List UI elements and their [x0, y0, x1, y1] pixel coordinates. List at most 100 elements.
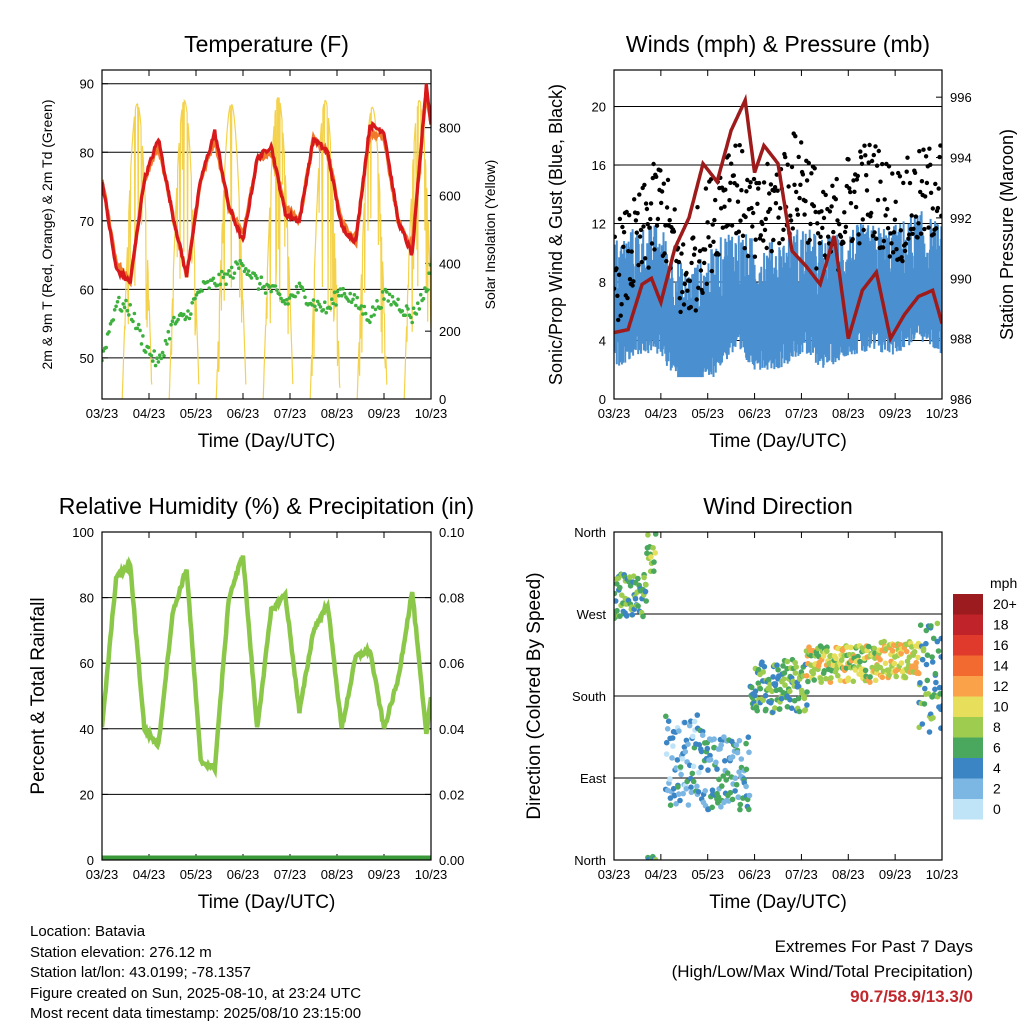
dewpoint-point — [122, 305, 127, 310]
dewpoint-point — [146, 345, 151, 350]
direction-point — [663, 713, 669, 720]
direction-point — [932, 670, 939, 677]
dewpoint-point — [334, 303, 338, 307]
gust-point — [676, 259, 682, 265]
dewpoint-point — [368, 320, 372, 325]
x-tick-label: 10/23 — [926, 867, 959, 882]
direction-point — [688, 784, 694, 790]
direction-point — [767, 681, 773, 688]
direction-point — [650, 545, 656, 551]
direction-point — [667, 795, 674, 801]
direction-point — [796, 708, 803, 715]
gust-point — [796, 154, 801, 160]
gust-point — [863, 153, 868, 158]
gust-point — [616, 317, 621, 323]
gust-point — [700, 290, 705, 295]
gust-point — [777, 241, 782, 246]
gust-point — [856, 232, 861, 237]
direction-point — [737, 801, 744, 808]
gust-point — [814, 266, 819, 271]
direction-point — [934, 638, 941, 645]
y-tick-label: 0 — [87, 853, 94, 868]
dewpoint-point — [287, 296, 292, 300]
gust-point — [765, 161, 770, 167]
gust-point — [915, 235, 920, 240]
direction-point — [630, 573, 637, 579]
direction-point — [923, 627, 930, 634]
y-tick-label: 8 — [599, 275, 606, 290]
gust-point — [894, 247, 899, 252]
direction-point — [938, 654, 942, 660]
direction-point — [889, 647, 896, 654]
dewpoint-point — [338, 287, 343, 291]
dewpoint-point — [170, 319, 175, 324]
direction-point — [677, 764, 684, 770]
gust-point — [627, 213, 632, 218]
gust-point — [792, 182, 797, 187]
direction-point — [886, 667, 892, 673]
direction-point — [719, 783, 725, 789]
direction-point — [683, 786, 690, 792]
gust-point — [795, 212, 801, 217]
direction-point — [933, 679, 939, 686]
gust-point — [835, 218, 840, 223]
direction-point — [652, 857, 659, 860]
wind-speed-trace — [614, 211, 942, 378]
direction-point — [879, 674, 886, 681]
gust-point — [654, 223, 660, 228]
dewpoint-point — [152, 349, 156, 353]
gust-point — [904, 169, 909, 174]
direction-point — [753, 704, 760, 711]
dewpoint-point — [389, 302, 393, 307]
dewpoint-point — [184, 315, 189, 319]
y-tick-label: 4 — [599, 334, 606, 349]
dewpoint-point — [335, 289, 340, 294]
direction-point — [736, 769, 742, 775]
series-line-2m-t — [102, 83, 431, 285]
dewpoint-point — [310, 303, 314, 307]
dewpoint-point — [385, 290, 389, 294]
dewpoint-point — [410, 320, 415, 325]
dewpoint-point — [245, 272, 249, 277]
gust-point — [772, 188, 777, 193]
dewpoint-point — [153, 363, 158, 368]
dewpoint-point — [423, 286, 427, 290]
gust-point — [786, 184, 791, 189]
gust-point — [861, 227, 866, 233]
dewpoint-point — [156, 360, 161, 364]
direction-point — [663, 751, 670, 757]
gust-point — [790, 226, 795, 231]
x-tick-label: 10/23 — [926, 406, 959, 421]
direction-point — [810, 670, 817, 677]
gust-point — [697, 259, 702, 264]
direction-point — [746, 792, 753, 799]
gust-point — [659, 200, 664, 206]
dewpoint-point — [363, 311, 368, 316]
y2-tick-label: 800 — [439, 121, 461, 136]
direction-point — [689, 770, 696, 777]
y2-tick-label: 992 — [950, 211, 972, 226]
dewpoint-point — [162, 354, 166, 358]
direction-point — [670, 785, 677, 792]
dewpoint-point — [176, 317, 180, 322]
direction-point — [761, 663, 768, 670]
y-tick-label: West — [577, 607, 607, 622]
gust-point — [664, 205, 670, 210]
direction-point — [872, 677, 879, 684]
direction-point — [704, 745, 711, 752]
direction-point — [930, 715, 936, 721]
gust-point — [889, 241, 894, 246]
dewpoint-point — [396, 297, 400, 302]
recent-data-text: Most recent data timestamp: 2025/08/10 2… — [30, 1005, 362, 1022]
legend-label: 8 — [993, 719, 1001, 735]
gust-point — [809, 171, 814, 176]
gust-point — [919, 179, 925, 184]
direction-point — [774, 662, 780, 668]
direction-point — [865, 643, 872, 650]
gust-point — [841, 240, 846, 245]
gust-point — [780, 237, 785, 242]
gust-point — [887, 254, 892, 259]
gust-point — [901, 180, 906, 186]
legend-swatch — [953, 635, 983, 656]
